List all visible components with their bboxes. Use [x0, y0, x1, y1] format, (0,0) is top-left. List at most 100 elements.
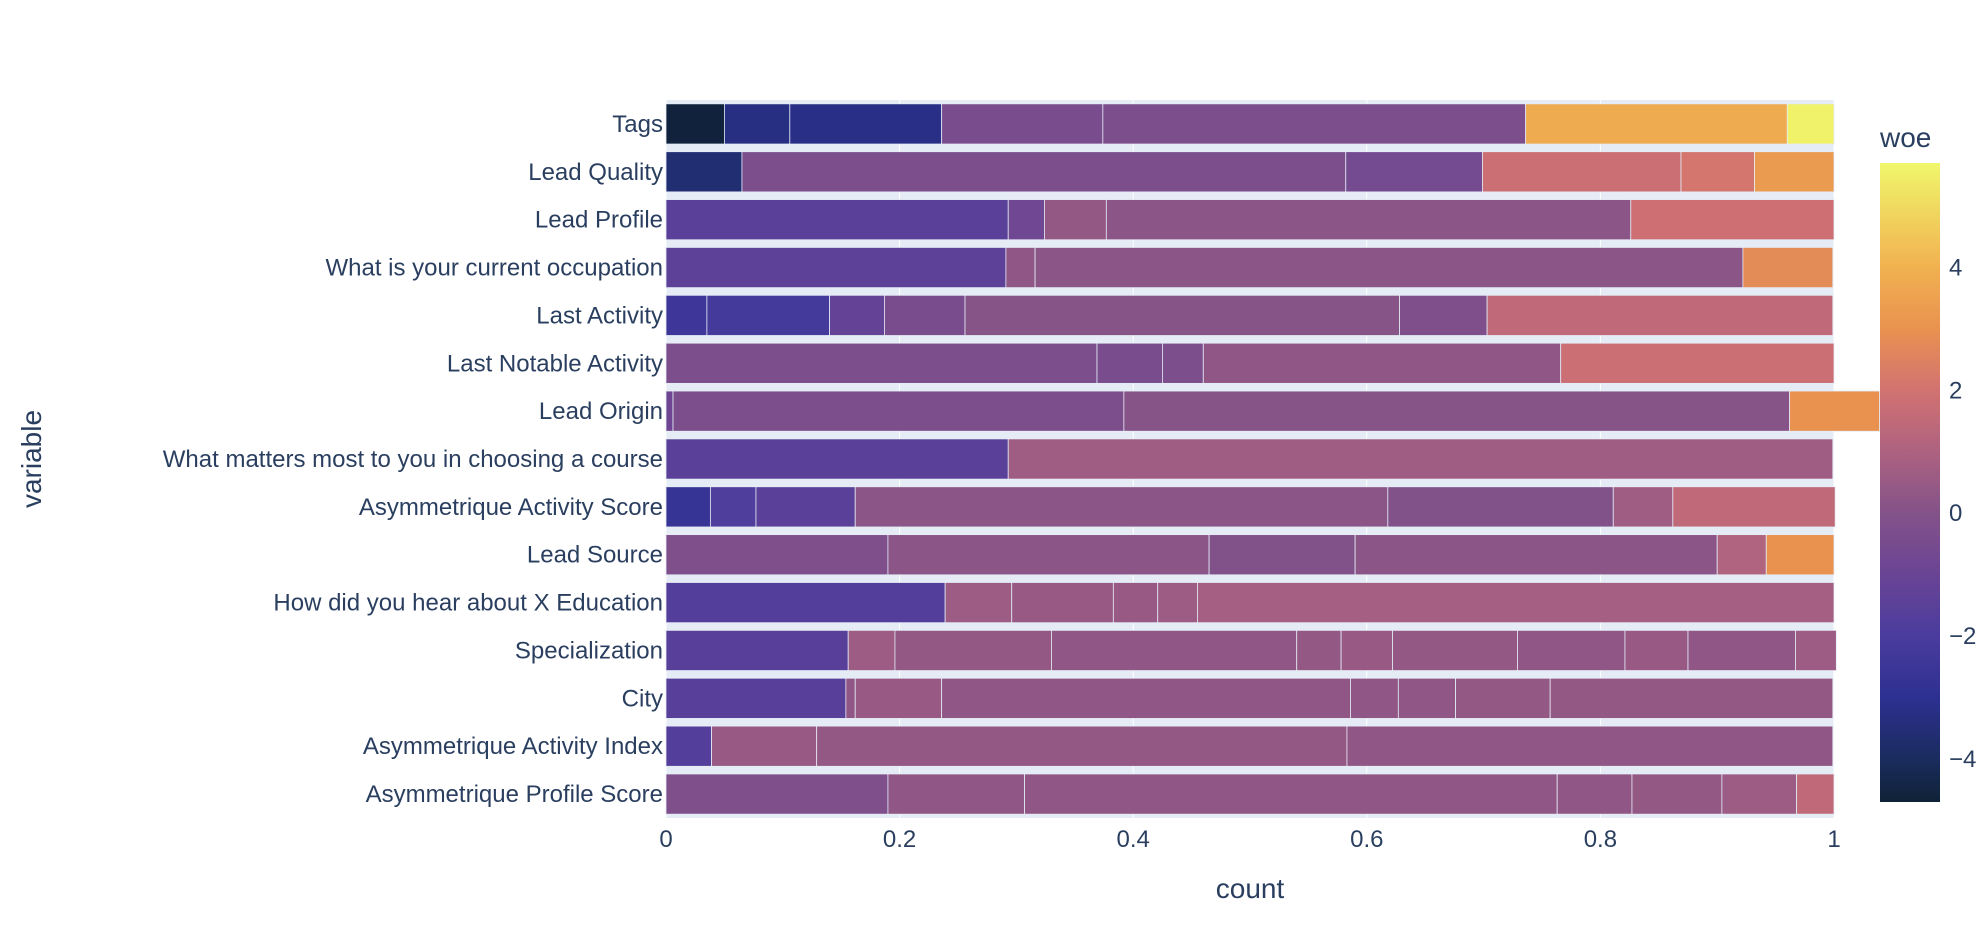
- bar-segment: [1525, 103, 1788, 145]
- bar-segment: [1387, 486, 1614, 528]
- bar-segment: [964, 294, 1400, 336]
- colorbar-tick-label: 2: [1949, 377, 1962, 404]
- x-tick-label: 0.8: [1584, 826, 1617, 853]
- bar-row: [665, 103, 1835, 145]
- y-tick-label: Asymmetrique Profile Score: [366, 781, 663, 808]
- bar-segment: [887, 534, 1210, 576]
- bar-segment: [941, 677, 1351, 719]
- bar-segment: [1208, 534, 1356, 576]
- bar-row: [665, 534, 1835, 576]
- bar-segment: [711, 725, 818, 767]
- bar-segment: [789, 103, 943, 145]
- bar-row: [665, 582, 1835, 624]
- y-tick-label: How did you hear about X Education: [273, 590, 663, 617]
- y-axis-tick-labels: Tags Lead Quality Lead Profile What is your…: [163, 111, 663, 808]
- colorbar-tick-labels: 4 2 0 −2 −4: [1949, 254, 1976, 773]
- bar-segment: [1742, 247, 1834, 289]
- bar-segment: [665, 199, 1009, 241]
- x-tick-label: 0.6: [1350, 826, 1383, 853]
- bar-segment: [1716, 534, 1767, 576]
- bar-segment: [1517, 629, 1626, 671]
- bar-segment: [1721, 773, 1798, 815]
- bar-segment: [665, 342, 1098, 384]
- bar-segment: [1486, 294, 1834, 336]
- x-tick-label: 0.2: [883, 826, 916, 853]
- bar-row: [665, 438, 1834, 480]
- bar-segment: [665, 582, 946, 624]
- colorbar-title: woe: [1879, 122, 1931, 153]
- y-axis-title: variable: [16, 410, 47, 508]
- bar-segment: [665, 486, 711, 528]
- bar-segment: [1096, 342, 1163, 384]
- bar-segment: [1345, 151, 1483, 193]
- bar-segment: [665, 390, 674, 432]
- bar-segment: [741, 151, 1347, 193]
- bar-segment: [1796, 773, 1835, 815]
- bar-segment: [1102, 103, 1527, 145]
- bar-segment: [1296, 629, 1342, 671]
- y-tick-label: Lead Source: [527, 542, 663, 569]
- bar-segment: [1795, 629, 1837, 671]
- bar-segment: [1123, 390, 1791, 432]
- bar-segment: [1346, 725, 1834, 767]
- x-axis-title: count: [1216, 873, 1285, 904]
- bar-row: [665, 342, 1835, 384]
- bar-segment: [845, 677, 856, 719]
- bar-segment: [1631, 773, 1723, 815]
- y-tick-label: Tags: [612, 111, 663, 138]
- bar-segment: [816, 725, 1348, 767]
- bar-segment: [1202, 342, 1562, 384]
- bar-segment: [709, 486, 757, 528]
- bar-segment: [1011, 582, 1114, 624]
- bar-segment: [887, 773, 1025, 815]
- bar-segment: [1687, 629, 1796, 671]
- bar-row: [665, 199, 1835, 241]
- bar-row: [665, 151, 1835, 193]
- bar-segment: [1630, 199, 1835, 241]
- bar-row: [665, 486, 1836, 528]
- bar-segment: [1024, 773, 1558, 815]
- bar-segment: [1672, 486, 1836, 528]
- bar-segment: [1162, 342, 1204, 384]
- y-tick-label: Lead Origin: [539, 398, 663, 425]
- bar-segment: [1005, 247, 1036, 289]
- bar-row: [665, 294, 1834, 336]
- bar-segment: [1482, 151, 1682, 193]
- bar-segment: [665, 103, 725, 145]
- y-tick-label: Lead Quality: [528, 159, 663, 186]
- bar-segment: [847, 629, 896, 671]
- bar-segment: [1007, 199, 1045, 241]
- bar-segment: [724, 103, 791, 145]
- bar-segment: [665, 534, 889, 576]
- y-tick-label: Specialization: [515, 637, 663, 664]
- bar-segment: [665, 438, 1009, 480]
- bar-segment: [1680, 151, 1755, 193]
- y-tick-label: City: [622, 685, 663, 712]
- bar-segment: [829, 294, 885, 336]
- bar-segment: [1034, 247, 1744, 289]
- bar-segment: [665, 773, 889, 815]
- colorbar-tick-label: −2: [1949, 623, 1976, 650]
- bar-segment: [1754, 151, 1835, 193]
- bar-segment: [1112, 582, 1159, 624]
- bar-segment: [665, 629, 849, 671]
- bar-row: [665, 677, 1834, 719]
- bar-segment: [1354, 534, 1718, 576]
- y-tick-label: Lead Profile: [535, 207, 663, 234]
- bar-row: [665, 629, 1837, 671]
- x-tick-label: 1: [1827, 826, 1840, 853]
- colorbar: woe 4 2 0 −2 −4: [1879, 122, 1976, 802]
- bar-segment: [1549, 677, 1834, 719]
- bar-segment: [1624, 629, 1689, 671]
- bar-segment: [1560, 342, 1835, 384]
- bar-segment: [1044, 199, 1107, 241]
- bar-segment: [1765, 534, 1835, 576]
- y-tick-label: Asymmetrique Activity Score: [359, 494, 663, 521]
- bar-segment: [1350, 677, 1399, 719]
- bar-segment: [1397, 677, 1456, 719]
- bar-segment: [755, 486, 856, 528]
- bar-segment: [706, 294, 830, 336]
- y-tick-label: What is your current occupation: [326, 255, 664, 282]
- bar-segment: [1157, 582, 1198, 624]
- bar-row: [665, 247, 1834, 289]
